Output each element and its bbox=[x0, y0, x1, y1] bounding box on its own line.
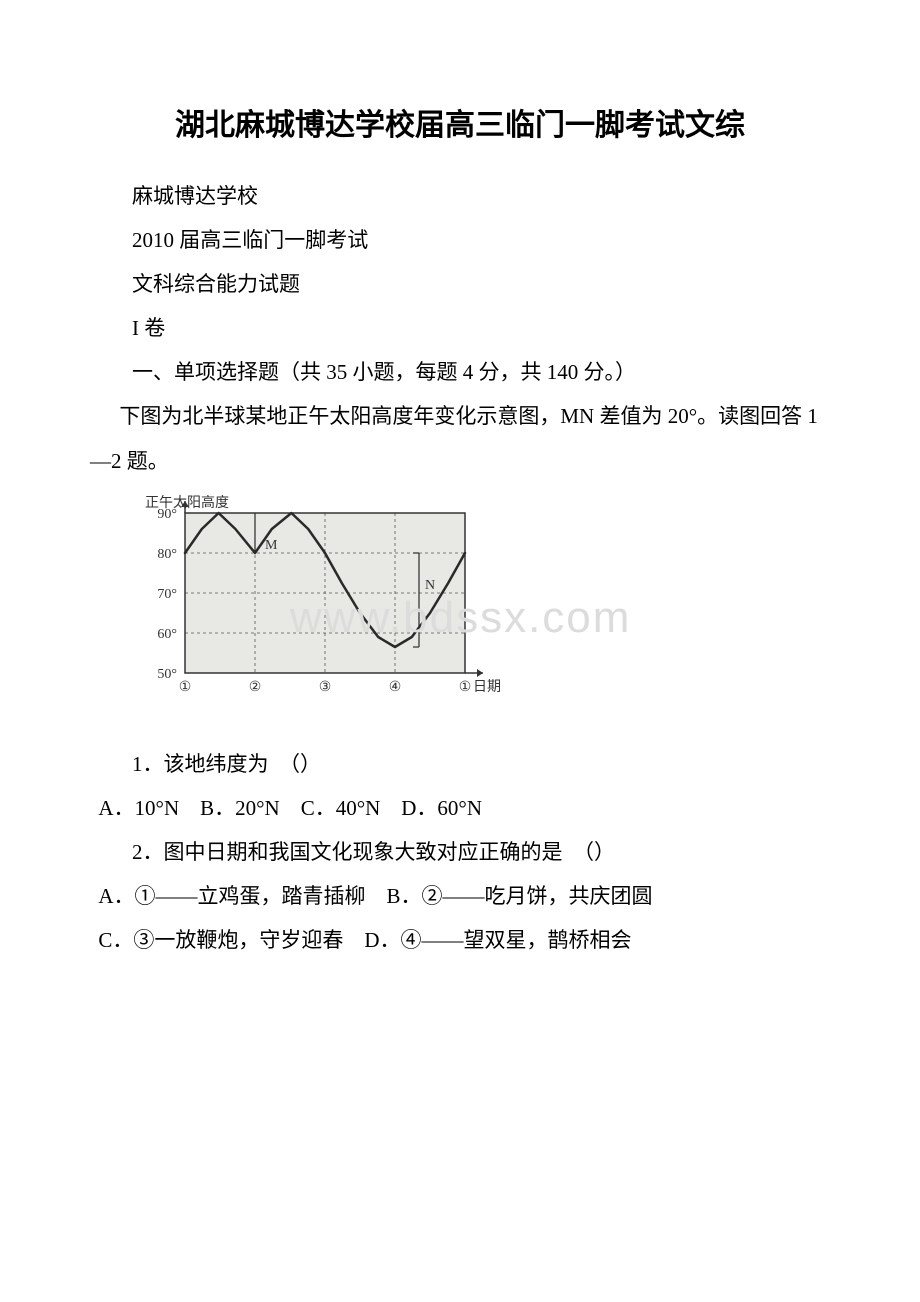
svg-text:M: M bbox=[265, 538, 278, 553]
svg-text:60°: 60° bbox=[157, 627, 177, 642]
chart-svg: 50°60°70°80°90°①②③④①MN正午太阳高度日期 bbox=[130, 493, 500, 703]
svg-text:日期: 日期 bbox=[473, 679, 500, 695]
section-line: 一、单项选择题（共 35 小题，每题 4 分，共 140 分。） bbox=[90, 350, 830, 394]
svg-text:正午太阳高度: 正午太阳高度 bbox=[145, 494, 229, 511]
svg-text:③: ③ bbox=[319, 680, 332, 695]
svg-text:70°: 70° bbox=[157, 587, 177, 602]
question-1-options: A．10°N B．20°N C．40°N D．60°N bbox=[90, 786, 830, 830]
school-line: 麻城博达学校 bbox=[90, 174, 830, 218]
svg-text:①: ① bbox=[179, 680, 192, 695]
svg-text:①: ① bbox=[459, 680, 472, 695]
svg-text:80°: 80° bbox=[157, 547, 177, 562]
svg-text:②: ② bbox=[249, 680, 262, 695]
question-2: 2．图中日期和我国文化现象大致对应正确的是 （） bbox=[90, 830, 830, 874]
question-2-options-b: C．③一放鞭炮，守岁迎春 D．④——望双星，鹊桥相会 bbox=[90, 918, 830, 962]
volume-line: I 卷 bbox=[90, 306, 830, 350]
svg-text:N: N bbox=[425, 578, 435, 593]
intro-line: 下图为北半球某地正午太阳高度年变化示意图，MN 差值为 20°。读图回答 1—2… bbox=[90, 394, 830, 482]
exam-line: 2010 届高三临门一脚考试 bbox=[90, 218, 830, 262]
subject-line: 文科综合能力试题 bbox=[90, 262, 830, 306]
svg-text:④: ④ bbox=[389, 680, 402, 695]
solar-altitude-chart: www.bdssx.com 50°60°70°80°90°①②③④①MN正午太阳… bbox=[130, 493, 830, 708]
page-title: 湖北麻城博达学校届高三临门一脚考试文综 bbox=[90, 100, 830, 144]
question-2-options-a: A．①——立鸡蛋，踏青插柳 B．②——吃月饼，共庆团圆 bbox=[90, 874, 830, 918]
question-1: 1．该地纬度为 （） bbox=[90, 742, 830, 786]
svg-text:50°: 50° bbox=[157, 667, 177, 682]
